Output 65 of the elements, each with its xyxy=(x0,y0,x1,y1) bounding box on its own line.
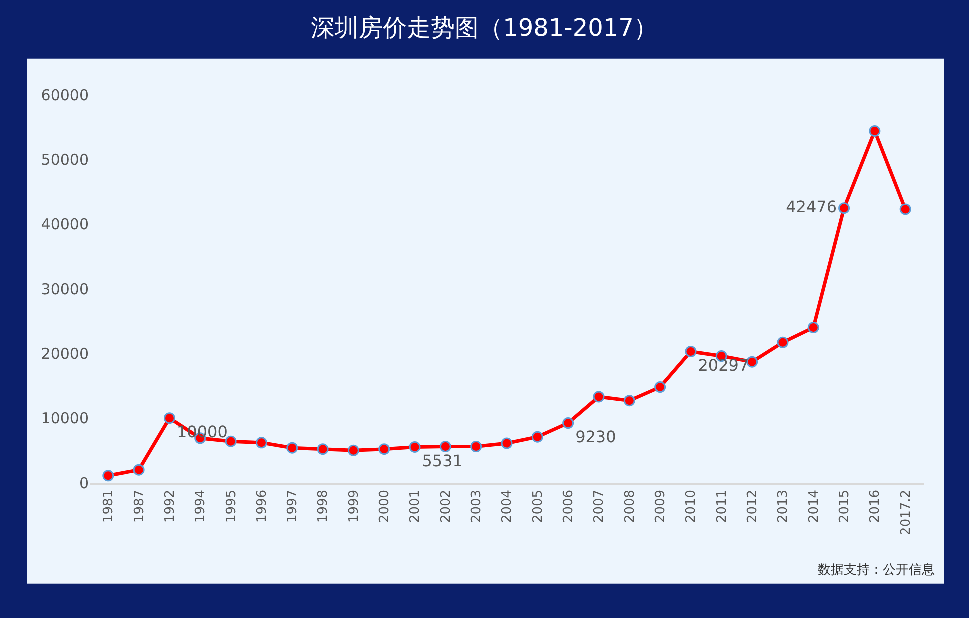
x-tick-label: 1997 xyxy=(286,490,301,524)
y-tick-label: 10000 xyxy=(41,410,89,428)
x-tick-label: 2015 xyxy=(838,490,853,524)
point xyxy=(133,464,145,476)
point xyxy=(348,444,360,456)
x-tick-label: 2005 xyxy=(530,490,546,524)
point xyxy=(409,441,421,453)
point xyxy=(593,391,605,403)
y-tick-label: 40000 xyxy=(41,216,89,234)
point xyxy=(777,336,789,348)
data-label: 20297 xyxy=(698,356,750,375)
x-tick-label: 2000 xyxy=(378,490,393,524)
point xyxy=(654,382,666,394)
x-tick-label: 2004 xyxy=(500,490,516,524)
x-tick-label: 2010 xyxy=(684,490,700,524)
point xyxy=(746,356,758,368)
y-tick-label: 60000 xyxy=(41,86,89,104)
point xyxy=(470,441,482,453)
point xyxy=(869,125,881,137)
x-tick-label: 2001 xyxy=(408,490,424,524)
point xyxy=(317,444,329,456)
x-tick-label: 2006 xyxy=(562,490,577,524)
chart-title: 深圳房价走势图（1981-2017） xyxy=(311,14,658,42)
point xyxy=(102,470,114,482)
x-tick-label: 1981 xyxy=(102,490,117,524)
point xyxy=(838,202,850,214)
point xyxy=(378,444,390,456)
x-tick-label: 2003 xyxy=(470,490,485,524)
point xyxy=(286,442,298,454)
x-tick-label: 2008 xyxy=(622,490,638,524)
y-tick-label: 30000 xyxy=(41,280,89,298)
x-tick-label: 1987 xyxy=(132,490,148,524)
x-tick-label: 2011 xyxy=(714,490,730,524)
x-tick-label: 1999 xyxy=(346,490,362,524)
x-tick-label: 2007 xyxy=(592,490,608,524)
y-tick-label: 50000 xyxy=(41,150,89,169)
x-tick-label: 2017.2 xyxy=(898,490,914,536)
point xyxy=(900,204,912,216)
point xyxy=(532,431,544,443)
x-tick-label: 1995 xyxy=(224,490,240,524)
point xyxy=(164,412,176,424)
y-tick-label: 0 xyxy=(79,474,89,492)
point xyxy=(624,395,636,407)
x-tick-label: 2014 xyxy=(806,490,822,524)
x-tick-label: 2009 xyxy=(654,490,669,524)
point xyxy=(225,436,237,448)
y-tick-label: 20000 xyxy=(41,344,89,363)
point xyxy=(256,437,268,449)
point xyxy=(501,438,513,450)
point xyxy=(685,346,697,358)
x-tick-label: 1994 xyxy=(194,490,209,524)
x-tick-label: 2016 xyxy=(868,490,884,524)
x-tick-label: 2012 xyxy=(746,490,761,524)
x-tick-label: 2002 xyxy=(438,490,454,524)
x-tick-label: 1998 xyxy=(316,490,332,524)
x-tick-label: 1992 xyxy=(162,490,178,524)
point xyxy=(440,441,452,453)
data-label: 9230 xyxy=(576,428,616,447)
x-tick-label: 1996 xyxy=(254,490,270,524)
point xyxy=(808,322,820,334)
data-label: 5531 xyxy=(422,451,463,470)
text: 数据支持：公开信息 xyxy=(818,563,935,578)
x-tick-label: 2013 xyxy=(776,490,792,524)
point xyxy=(562,418,574,430)
data-label: 42476 xyxy=(786,197,838,216)
